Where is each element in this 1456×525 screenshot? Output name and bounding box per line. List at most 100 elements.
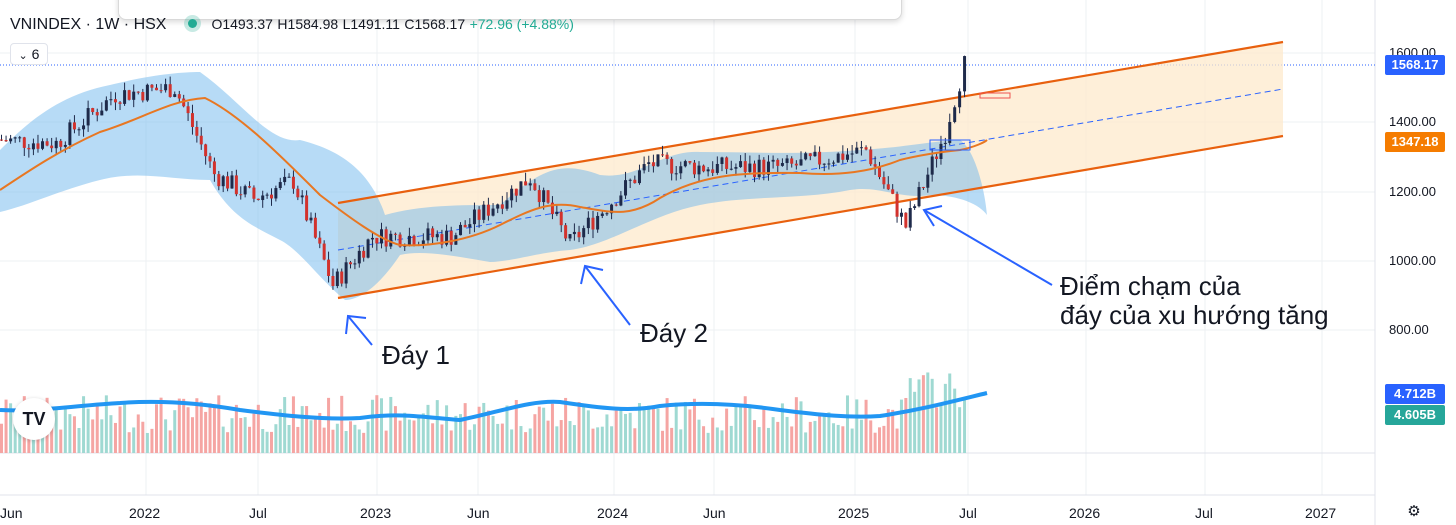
candle-body [155,87,159,91]
candle-body [780,163,784,166]
candle-body [642,164,646,171]
volume-bar [265,431,269,453]
volume-bar [109,415,113,453]
candle-body [230,175,234,189]
volume-bar [661,430,665,453]
volume-bar [421,413,425,453]
volume-bar [514,399,518,453]
volume-bar [100,419,104,453]
volume-bar [963,400,967,453]
volume-bar [212,405,216,453]
volume-bar [77,427,81,453]
volume-bar [804,432,808,453]
candle-body [776,159,780,166]
volume-bar [459,414,463,453]
candle-body [913,206,917,208]
candle-body [528,183,532,186]
candle-body [948,121,952,143]
gear-icon[interactable]: ⚙ [1407,503,1421,520]
volume-bar [13,424,17,453]
volume-bar [327,397,331,453]
candle-body [743,161,747,172]
volume-bar [647,405,651,453]
volume-bar [50,424,54,453]
candle-body [212,161,216,175]
volume-bar [808,421,812,453]
candle-body [449,230,453,245]
time-label: 2023 [360,505,392,521]
time-label: 2026 [1069,505,1101,521]
candle-body [186,106,190,114]
candle-body [670,158,674,174]
candle-body [150,84,154,88]
volume-bar [748,404,752,453]
drawing-toolbar[interactable] [118,0,902,20]
candle-body [265,194,269,196]
volume-bar [895,428,899,453]
volume-bar [546,420,550,453]
candle-body [208,156,212,162]
volume-bar [568,421,572,453]
candle-body [921,187,925,189]
candle-body [204,144,208,157]
candle-body [353,263,357,265]
volume-bar [720,430,724,453]
price-tick: 1200.00 [1389,184,1436,199]
candle-body [145,84,149,101]
volume-bar [596,427,600,453]
volume-bar [366,421,370,453]
symbol-label[interactable]: VNINDEX · 1W · HSX [10,16,167,33]
volume-bar [766,427,770,453]
volume-bar [908,378,912,453]
candle-body [869,149,873,165]
volume-bar [4,399,8,453]
volume-bar [743,396,747,453]
tradingview-logo-icon[interactable]: TV [13,398,55,440]
volume-bar [136,414,140,453]
candle-body [283,176,287,183]
volume-bar [454,415,458,453]
candle-body [82,125,86,130]
time-label: 2025 [838,505,870,521]
volume-bar [445,405,449,453]
volume-bar [9,403,13,453]
volume-bar [340,395,344,453]
candle-body [841,153,845,160]
volume-bar [118,406,122,453]
time-label: Jul [249,505,267,521]
candle-body [309,217,313,221]
volume-bar [886,409,890,453]
volume-bar [127,432,131,453]
volume-bar [145,432,149,453]
price-tick: 800.00 [1389,322,1429,337]
volume-bar [524,432,528,453]
candle-body [674,173,678,175]
volume-bar [113,422,117,453]
volume-bar [559,420,563,453]
volume-bar [841,426,845,453]
volume-bar [845,395,849,453]
candle-body [370,237,374,240]
candle-body [477,209,481,220]
candle-body [524,181,528,186]
marker-box [929,139,971,151]
volume-bar [519,426,523,453]
candle-body [633,179,637,184]
volume-bar [132,427,136,453]
candle-body [274,188,278,199]
candle-body [564,225,568,239]
candle-body [243,186,247,195]
volume-bar [790,426,794,453]
candle-body [762,159,766,175]
candle-body [943,142,947,144]
indicator-count-button[interactable]: ⌄ 6 [10,43,48,65]
low-value: L1491.11 [342,16,400,32]
volume-bar [496,423,500,453]
candle-body [45,141,49,146]
candle-body [159,90,163,92]
volume-bar [362,432,366,453]
candle-body [190,113,194,127]
moving-average-label: 1347.18 [1385,132,1445,152]
candle-body [679,166,683,174]
